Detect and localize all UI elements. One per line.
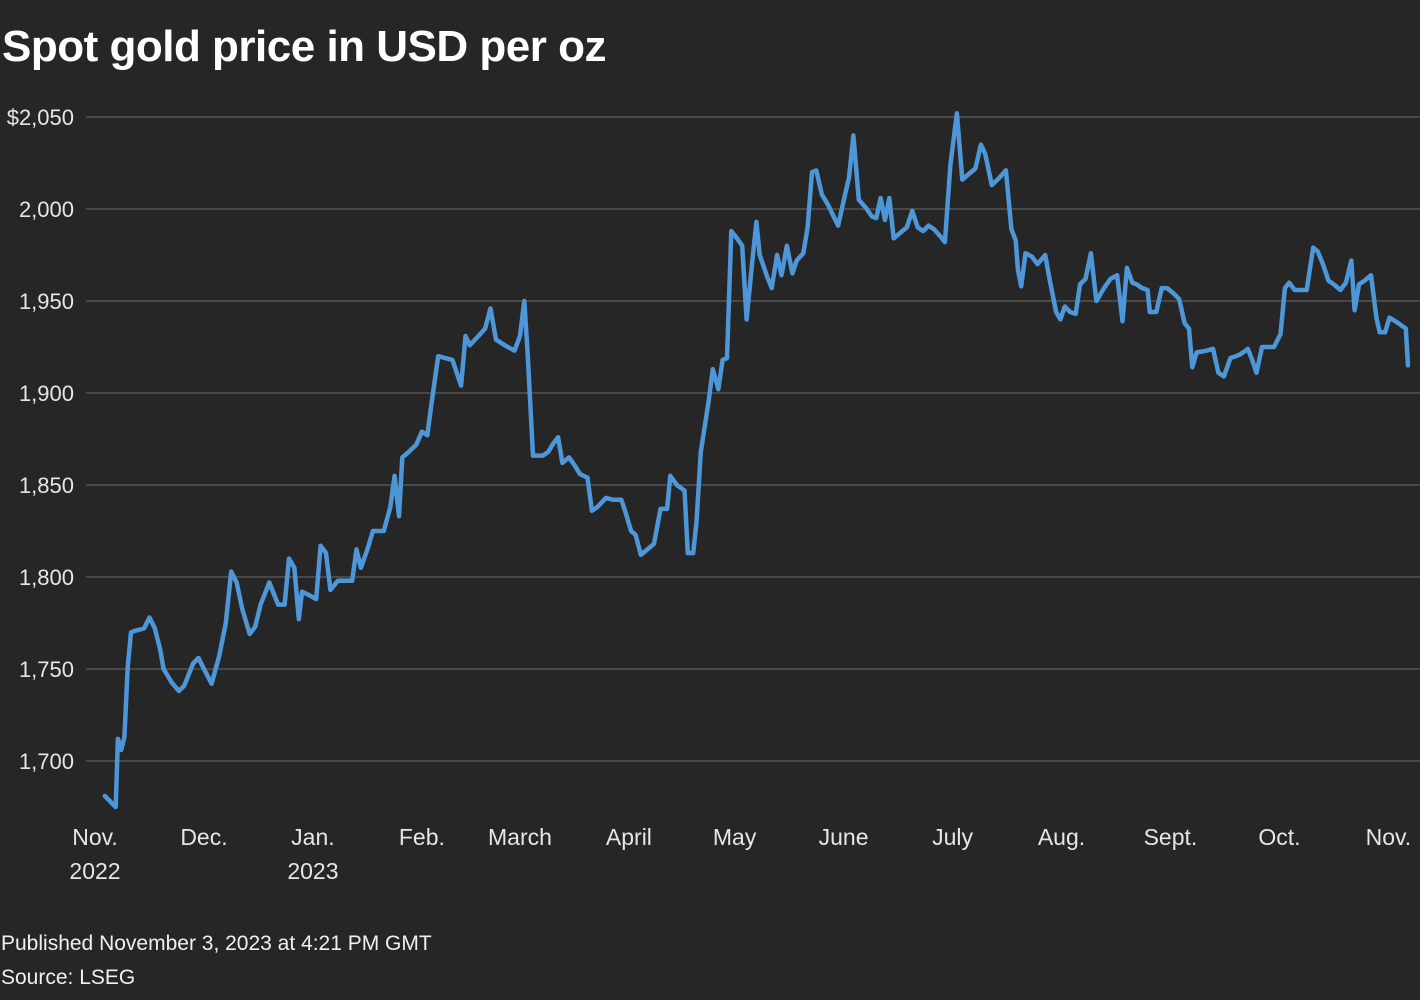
x-tick-label: Jan. [291,824,334,850]
line-chart: 1,700 1,750 1,800 1,850 1,900 1,950 2,000 $2,05… [7,105,1420,884]
chart-title: Spot gold price in USD per oz [2,22,606,71]
x-tick-label: May [713,824,757,850]
x-tick-label: Sept. [1144,824,1198,850]
x-tick-label: Oct. [1258,824,1300,850]
y-tick-label: 1,750 [19,657,74,682]
x-tick-label: 2023 [287,858,338,884]
x-tick-label: June [819,824,869,850]
y-tick-label: 1,850 [19,473,74,498]
y-tick-label: 1,800 [19,565,74,590]
x-tick-label: March [488,824,552,850]
x-axis-ticks: Nov. 2022 Dec. Jan. 2023 Feb. March April May Jun… [69,824,1411,884]
x-tick-label: Nov. [1366,824,1412,850]
series-line-spot-gold [102,111,1411,810]
y-tick-label: 1,950 [19,289,74,314]
y-tick-label: $2,050 [7,105,74,130]
x-tick-label: Nov. [72,824,118,850]
x-tick-label: Dec. [180,824,227,850]
y-axis-ticks: 1,700 1,750 1,800 1,850 1,900 1,950 2,000 $2,05… [7,105,74,774]
y-tick-label: 2,000 [19,197,74,222]
x-tick-label: Feb. [399,824,445,850]
x-tick-label: 2022 [69,858,120,884]
series-layer [102,111,1411,810]
y-tick-label: 1,900 [19,381,74,406]
x-tick-label: April [606,824,652,850]
y-tick-label: 1,700 [19,749,74,774]
x-tick-label: Aug. [1038,824,1085,850]
published-note: Published November 3, 2023 at 4:21 PM GM… [1,932,432,955]
x-tick-label: July [932,824,973,850]
gridlines [86,116,1420,762]
source-note: Source: LSEG [1,966,136,989]
